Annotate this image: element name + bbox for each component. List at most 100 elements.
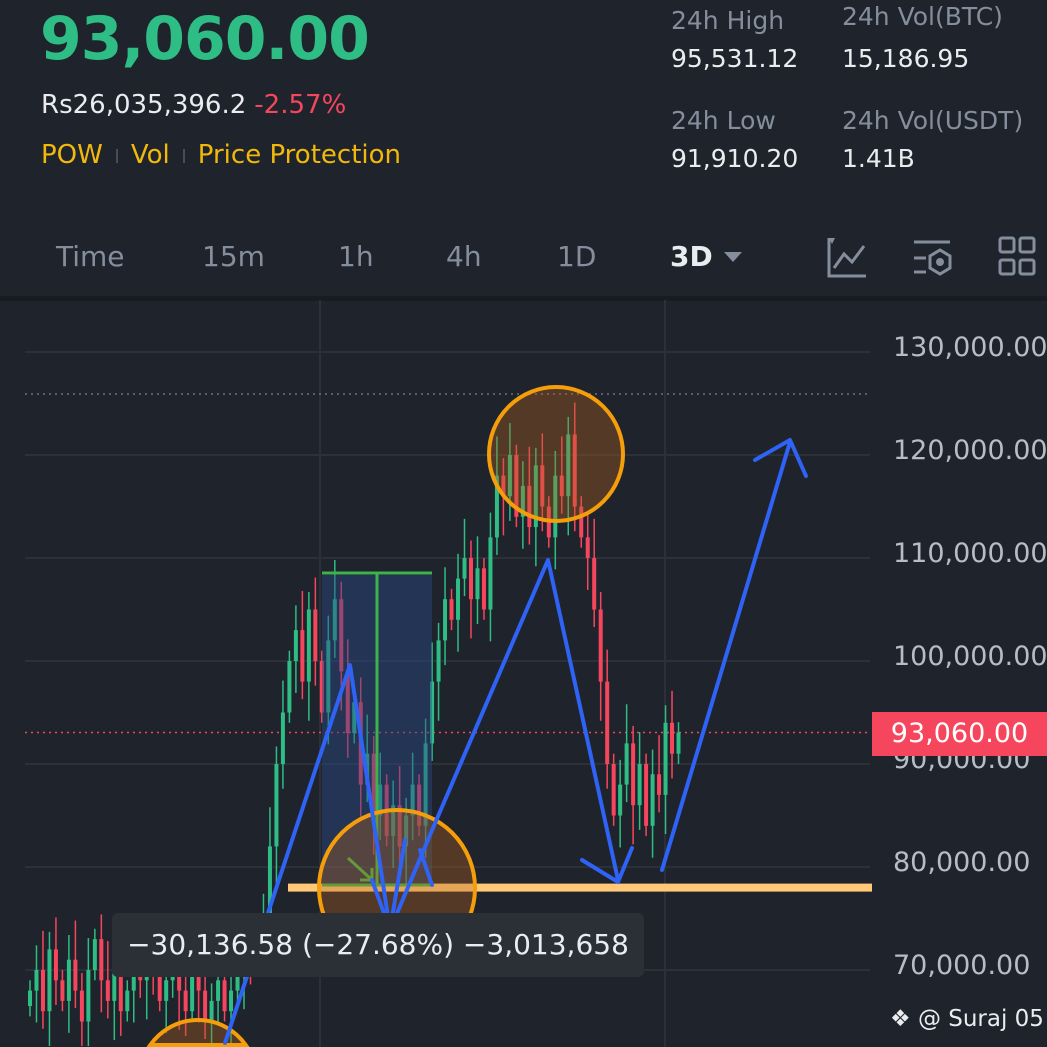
candle-body [112, 970, 117, 1001]
candle-body [663, 722, 668, 795]
candle-body [332, 599, 337, 641]
tab-1h[interactable]: 1h [338, 240, 374, 273]
candle-body [66, 959, 71, 1001]
candle-body [216, 980, 221, 1001]
tags-row: POW Vol Price Protection [41, 140, 401, 170]
indicator-chart-icon[interactable] [826, 236, 868, 280]
y-tick-label: 70,000.00 [893, 950, 1031, 981]
candle-body [326, 640, 331, 713]
y-tick-label: 80,000.00 [893, 847, 1031, 878]
candle-body [73, 959, 78, 991]
tab-1d[interactable]: 1D [557, 240, 597, 273]
y-tick-label: 110,000.00 [893, 538, 1047, 569]
candle-body [456, 578, 461, 620]
candle-body [417, 784, 422, 826]
candle-body [559, 475, 564, 497]
low-circle [146, 1017, 250, 1047]
low-value: 91,910.20 [671, 144, 799, 173]
candle-body [462, 558, 467, 579]
chevron-down-icon[interactable] [722, 250, 744, 264]
candle-body [644, 764, 649, 826]
candle-body [631, 743, 636, 806]
candle-body [637, 764, 642, 806]
change-percent: -2.57% [254, 90, 347, 120]
candle-body [468, 558, 473, 600]
candle-body [501, 475, 506, 497]
candle-body [514, 455, 519, 517]
candle-body [430, 681, 435, 744]
candle-body [40, 970, 45, 1012]
candle-body [203, 990, 208, 1022]
candle-body [306, 609, 311, 682]
candle-body [553, 475, 558, 538]
candle-body [650, 774, 655, 826]
watermark: ❖ @ Suraj 05 [890, 1005, 1044, 1033]
candle-body [572, 434, 577, 507]
candle-body [28, 990, 32, 1007]
candle-body [611, 764, 616, 816]
tab-15m[interactable]: 15m [202, 240, 265, 273]
high-label: 24h High [671, 6, 785, 35]
candle-body [391, 805, 396, 837]
candle-body [352, 702, 357, 734]
fiat-value: Rs26,035,396.2 [41, 90, 247, 120]
candle-body [624, 743, 629, 785]
candles [28, 402, 681, 1046]
candle-body [507, 455, 512, 497]
tab-time[interactable]: Time [56, 240, 125, 273]
candle-body [598, 609, 603, 682]
candle-body [475, 568, 480, 600]
candle-body [494, 475, 499, 538]
candle-body [313, 609, 318, 661]
support-line [288, 883, 872, 892]
measure-tooltip: −30,136.58 (−27.68%) −3,013,658 [112, 913, 644, 977]
candle-body [423, 743, 428, 826]
tag-pow[interactable]: POW [41, 140, 103, 170]
candle-body [579, 506, 584, 538]
tab-4h[interactable]: 4h [446, 240, 482, 273]
low-label: 24h Low [671, 106, 776, 135]
candle-body [300, 630, 305, 682]
top-circle [487, 385, 625, 523]
vol-usdt-label: 24h Vol(USDT) [842, 106, 1024, 135]
candle-body [527, 485, 532, 528]
settings-icon[interactable] [912, 238, 954, 280]
current-price-badge: 93,060.00 [872, 712, 1047, 756]
candle-body [339, 599, 344, 672]
candle-body [190, 970, 195, 1012]
candle-body [79, 990, 84, 1022]
candle-body [209, 1000, 214, 1022]
candle-body [229, 990, 234, 1012]
tag-price-protection[interactable]: Price Protection [197, 140, 401, 170]
candle-body [670, 722, 675, 754]
candle-body [183, 990, 188, 1012]
candle-body [196, 970, 201, 991]
fiat-price: Rs26,035,396.2 -2.57% [41, 90, 346, 120]
candle-body [164, 980, 169, 1001]
candle-body [345, 671, 350, 734]
vol-usdt-value: 1.41B [842, 144, 915, 173]
candle-body [105, 980, 110, 1001]
watermark-text: @ Suraj 05 [917, 1006, 1044, 1032]
candle-body [443, 599, 448, 641]
candle-body [60, 980, 65, 1001]
vol-btc-value: 15,186.95 [842, 44, 970, 73]
candle-body [280, 712, 285, 764]
candle-body [92, 939, 97, 970]
candle-body [235, 970, 240, 991]
y-tick-label: 130,000.00 [893, 332, 1047, 363]
candle-body [566, 434, 571, 497]
candle-body [592, 558, 597, 610]
candle-body [585, 537, 590, 558]
candle-body [125, 990, 130, 1012]
grid-layout-icon[interactable] [998, 236, 1038, 278]
candle-body [267, 846, 272, 919]
y-tick-label: 120,000.00 [893, 435, 1047, 466]
candle-body [47, 949, 52, 1012]
candle-body [436, 640, 441, 682]
candle-body [319, 661, 324, 713]
tag-vol[interactable]: Vol [130, 140, 170, 170]
tab-3d[interactable]: 3D [670, 240, 713, 273]
candle-body [293, 630, 298, 661]
